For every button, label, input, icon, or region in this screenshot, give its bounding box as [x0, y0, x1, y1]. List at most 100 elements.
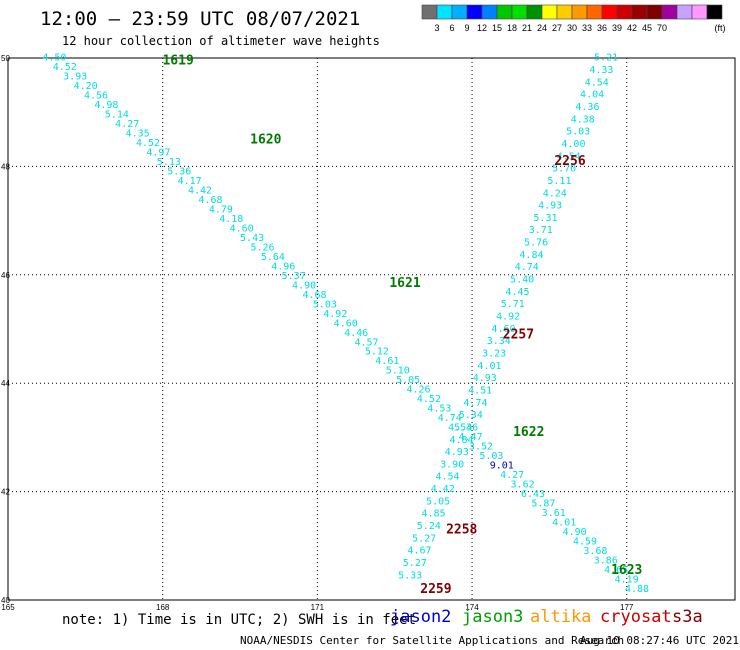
wave-height-value: 4.50 — [42, 53, 66, 64]
wave-height-value: 4.35 — [126, 129, 150, 140]
wave-height-value: 5.10 — [386, 366, 410, 377]
wave-height-value: 4.18 — [219, 214, 243, 225]
wave-height-value: 5.33 — [398, 570, 422, 581]
wave-height-value: 4.38 — [571, 114, 595, 125]
wave-height-value: 4.93 — [473, 373, 497, 384]
colorbar-label: 33 — [582, 23, 592, 33]
longitude-tick-label: 165 — [1, 603, 15, 612]
colorbar-label: 9 — [464, 23, 469, 33]
wave-height-value: 4.36 — [575, 102, 599, 113]
wave-height-value: 4.79 — [209, 204, 233, 215]
wave-height-value: 5.03 — [479, 451, 503, 462]
wave-height-value: 4.53 — [427, 404, 451, 415]
wave-height-value: 3.68 — [583, 546, 607, 557]
wave-height-value: 4.24 — [543, 188, 567, 199]
pass-time-label: 1623 — [611, 563, 642, 578]
wave-height-value: 4.51 — [468, 385, 492, 396]
wave-height-value: 5.27 — [412, 533, 436, 544]
wave-height-value: 3.52 — [469, 442, 493, 453]
wave-height-value: 4.01 — [552, 517, 576, 528]
colorbar-label: 6 — [449, 23, 454, 33]
wave-height-value: 4.54 — [585, 77, 609, 88]
wave-height-value: 5.87 — [531, 499, 555, 510]
wave-height-value: 4.61 — [375, 356, 399, 367]
map-subtitle: 12 hour collection of altimeter wave hei… — [62, 34, 380, 48]
latitude-tick-label: 42 — [1, 488, 10, 497]
wave-height-value: 4.27 — [500, 470, 524, 481]
wave-height-value: 4.74 — [515, 262, 539, 273]
latitude-tick-label: 44 — [1, 379, 10, 388]
pass-time-label: 1621 — [389, 276, 420, 291]
colorbar-label: 42 — [627, 23, 637, 33]
colorbar-label: 39 — [612, 23, 622, 33]
colorbar-label: 45 — [642, 23, 652, 33]
latitude-tick-label: 46 — [1, 271, 10, 280]
pass-time-label: 2257 — [503, 327, 534, 342]
footer-credit: NOAA/NESDIS Center for Satellite Applica… — [240, 634, 625, 647]
colorbar-label: 24 — [537, 23, 547, 33]
wave-height-value: 4.90 — [563, 527, 587, 538]
longitude-tick-label: 168 — [156, 603, 170, 612]
units-note: note: 1) Time is in UTC; 2) SWH is in fe… — [62, 612, 417, 628]
satellite-legend-jason2: jason2 — [390, 607, 452, 627]
latitude-tick-label: 48 — [1, 162, 10, 171]
wave-height-value: 5.14 — [105, 110, 129, 121]
latitude-tick-label: 40 — [1, 596, 10, 605]
wave-height-value: 5.34 — [459, 410, 483, 421]
wave-height-value: 5.43 — [240, 233, 264, 244]
colorbar-label: 70 — [657, 23, 667, 33]
wave-height-value: 4.27 — [115, 119, 139, 130]
wave-height-value: 4.84 — [449, 435, 473, 446]
colorbar-label: 18 — [507, 23, 517, 33]
wave-height-value: 5.13 — [157, 157, 181, 168]
longitude-tick-label: 177 — [620, 603, 634, 612]
wave-height-value: 4.90 — [292, 280, 316, 291]
wave-height-value: 4.57 — [354, 337, 378, 348]
wave-height-value: 4.20 — [74, 81, 98, 92]
wave-height-value: 4.42 — [188, 186, 212, 197]
wave-height-value: 4.85 — [421, 509, 445, 520]
wave-height-value: 5.03 — [566, 127, 590, 138]
longitude-tick-label: 174 — [465, 603, 479, 612]
wave-height-value: 5.27 — [403, 558, 427, 569]
wave-height-value: 4.74 — [463, 398, 487, 409]
satellite-legend-altika: altika — [530, 607, 592, 627]
pass-time-label: 1622 — [513, 425, 544, 440]
pass-time-label: 1620 — [250, 132, 281, 147]
pass-time-label: 1619 — [162, 54, 193, 69]
wave-height-value: 5.40 — [510, 275, 534, 286]
wave-height-value: 3.90 — [440, 459, 464, 470]
wave-height-value: 4.01 — [477, 361, 501, 372]
colorbar-label: 21 — [522, 23, 532, 33]
wave-height-value: 4.04 — [580, 90, 604, 101]
wave-height-value: 6.43 — [521, 489, 545, 500]
wave-height-value: 4.68 — [302, 290, 326, 301]
wave-height-value: 4.60 — [230, 223, 254, 234]
wave-height-value: 4.42 — [431, 484, 455, 495]
wave-height-value: 4.54 — [435, 472, 459, 483]
wave-height-value: 5.64 — [261, 252, 285, 263]
satellite-legend-s3a: s3a — [672, 607, 703, 627]
wave-height-value: 3.93 — [63, 72, 87, 83]
wave-height-value: 5.31 — [533, 213, 557, 224]
wave-height-value: 4.46 — [344, 328, 368, 339]
wave-height-value: 4.65 — [604, 565, 628, 576]
wave-height-value: 4.54 — [557, 151, 581, 162]
wave-height-value: 4.19 — [615, 574, 639, 585]
wave-height-value: 4.92 — [496, 312, 520, 323]
wave-height-value: 4.00 — [561, 139, 585, 150]
wave-height-value: 4.33 — [589, 65, 613, 76]
colorbar-swatch — [706, 4, 723, 20]
wave-height-value: 3.62 — [511, 480, 535, 491]
wave-height-value: 4.45 — [505, 287, 529, 298]
wave-height-value: 3.61 — [542, 508, 566, 519]
pass-time-label: 2256 — [554, 154, 585, 169]
wave-height-value: 5.70 — [552, 164, 576, 175]
wave-height-value: 4.17 — [178, 176, 202, 187]
wave-height-value: 4.26 — [407, 385, 431, 396]
pass-time-label: 2258 — [446, 523, 477, 538]
satellite-legend-cryosat: cryosat — [600, 607, 672, 627]
wave-height-value: 4.74 — [438, 413, 462, 424]
colorbar-label: 36 — [597, 23, 607, 33]
